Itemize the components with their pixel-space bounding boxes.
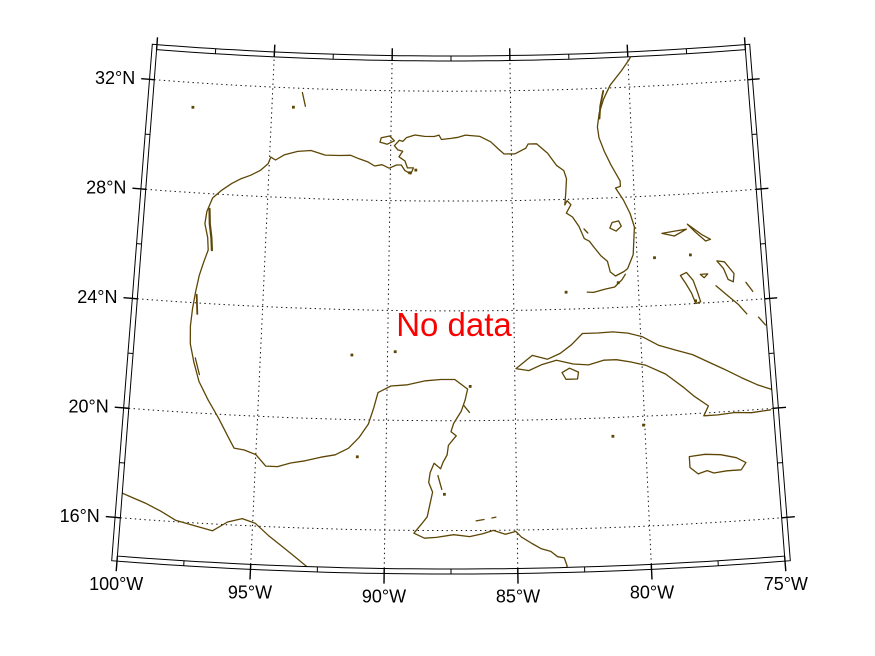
islet-spot bbox=[694, 299, 697, 303]
longitude-gridline-90W bbox=[383, 60, 393, 569]
graticule bbox=[120, 56, 782, 569]
islet-spot bbox=[350, 353, 354, 357]
coastline-andros bbox=[679, 271, 702, 305]
coastline-roatan bbox=[475, 518, 485, 522]
lon-axis-tick-top bbox=[743, 37, 747, 50]
longitude-gridline-85W bbox=[509, 60, 519, 569]
coastline-new_providence bbox=[699, 273, 709, 279]
lat-axis-tick bbox=[132, 187, 146, 190]
lat-axis-tick-right bbox=[747, 78, 760, 81]
coastline-exuma_chain bbox=[715, 285, 748, 315]
islet-spot bbox=[414, 168, 418, 172]
lon-tick-label: 80°W bbox=[630, 583, 674, 603]
lat-tick-label: 20°N bbox=[68, 397, 108, 417]
lon-tick-label: 100°W bbox=[89, 574, 143, 594]
lat-axis-tick bbox=[123, 297, 138, 300]
coastline-eleuthera bbox=[716, 260, 735, 283]
islet-spot bbox=[653, 256, 656, 260]
coastline-georgia_sound bbox=[598, 90, 605, 120]
lon-axis-tick-top bbox=[273, 44, 276, 57]
islet-spot bbox=[564, 290, 568, 294]
map-frame-outer bbox=[111, 43, 791, 575]
islet-spot bbox=[292, 105, 295, 109]
islet-spot bbox=[642, 423, 645, 427]
coastlines bbox=[117, 50, 776, 570]
coastline-long_island bbox=[757, 316, 767, 326]
lon-axis-tick bbox=[115, 556, 119, 572]
islet-spot bbox=[191, 105, 195, 109]
longitude-gridline-80W bbox=[627, 56, 652, 565]
lat-axis-tick-right bbox=[781, 516, 795, 519]
coastline-texas_barrier bbox=[208, 207, 213, 252]
islet-spot bbox=[689, 253, 692, 257]
islet-spot bbox=[611, 434, 615, 438]
axis-labels: 100°W 95°W 90°W 85°W 80°W 75°W 32°N 28°N 24°N 20°… bbox=[60, 68, 808, 606]
coastline-pacific_coast bbox=[117, 489, 316, 570]
coastline-lake_okeechobee bbox=[609, 220, 622, 232]
lat-axis-tick-right bbox=[773, 406, 787, 409]
coastline-cozumel bbox=[463, 404, 471, 414]
lon-tick-label: 90°W bbox=[362, 587, 406, 607]
latitude-gridline-16 bbox=[120, 517, 782, 532]
coastline-isle_of_youth bbox=[561, 367, 580, 380]
islet-spot bbox=[393, 350, 397, 354]
latitude-gridline-20 bbox=[128, 407, 774, 422]
coastline-charlotte_harbor bbox=[583, 228, 589, 234]
coastline-florida_keys bbox=[586, 273, 627, 294]
lon-tick-label: 95°W bbox=[228, 583, 272, 603]
islet-spot bbox=[443, 492, 446, 496]
lon-tick-label: 85°W bbox=[496, 587, 540, 607]
coastline-lake_pontchartrain bbox=[379, 135, 396, 145]
lon-axis-tick-top bbox=[626, 44, 629, 57]
coastline-jamaica bbox=[688, 453, 747, 475]
coastline-abaco bbox=[686, 223, 712, 242]
lat-axis-tick bbox=[105, 515, 121, 519]
coastline-laguna_madre_mx bbox=[195, 293, 199, 315]
lat-tick-label: 28°N bbox=[86, 178, 126, 198]
lat-axis-tick bbox=[141, 78, 155, 81]
longitude-gridline-95W bbox=[250, 56, 275, 565]
islet-spot bbox=[355, 455, 359, 459]
latitude-gridline-32 bbox=[154, 79, 748, 92]
lat-axis-tick bbox=[114, 406, 129, 409]
coastline-cat_island bbox=[745, 281, 754, 293]
no-data-label: No data bbox=[396, 306, 512, 343]
coastline-grand_bahama bbox=[661, 228, 688, 237]
lon-axis-tick bbox=[650, 564, 653, 580]
lon-axis-tick bbox=[783, 556, 787, 572]
coastline-toledo_bend bbox=[301, 91, 307, 107]
coastline-cuba bbox=[515, 331, 776, 417]
islet-spot bbox=[468, 385, 472, 388]
lat-axis-tick-right bbox=[756, 187, 769, 190]
lat-axis-tick-right bbox=[764, 297, 778, 300]
coastline-gulf_mainland bbox=[189, 50, 636, 570]
coastline-tamiahua_lagoon bbox=[194, 357, 201, 376]
islet-spot bbox=[616, 281, 620, 285]
lon-tick-label: 75°W bbox=[764, 574, 808, 594]
latitude-gridline-24 bbox=[137, 298, 765, 312]
coastline-guanaja bbox=[491, 516, 497, 519]
latitude-gridline-28 bbox=[145, 188, 757, 202]
lat-tick-label: 16°N bbox=[60, 506, 100, 526]
islet-spot bbox=[408, 171, 412, 175]
lon-axis-tick-top bbox=[155, 37, 159, 50]
axis-ticks bbox=[105, 37, 795, 584]
lat-tick-label: 32°N bbox=[95, 68, 135, 88]
coastline-belize_barrier bbox=[437, 474, 443, 491]
lat-tick-label: 24°N bbox=[77, 287, 117, 307]
lon-axis-tick bbox=[249, 564, 252, 580]
